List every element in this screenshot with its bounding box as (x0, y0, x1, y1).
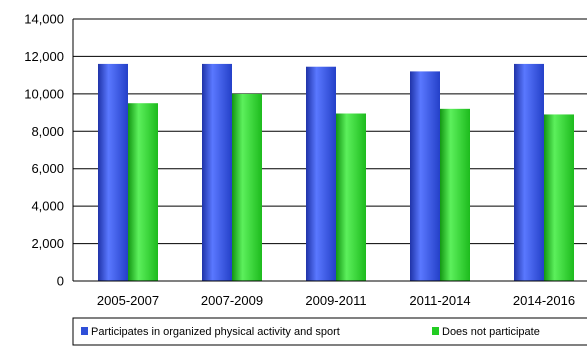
x-tick-label: 2011-2014 (409, 293, 470, 308)
bar-participates-2011-2014 (410, 71, 440, 282)
legend-label-participates: Participates in organized physical activ… (91, 326, 340, 338)
legend-box (72, 317, 587, 346)
legend-label-does-not-participate: Does not participate (442, 326, 540, 338)
legend-swatch-participates (81, 327, 88, 335)
y-tick-label: 0 (57, 274, 64, 289)
bar-participates-2007-2009 (202, 63, 232, 281)
bar-does-not-participate-2009-2011 (336, 113, 366, 281)
y-tick-label: 14,000 (24, 12, 64, 27)
bar-does-not-participate-2007-2009 (232, 93, 262, 281)
x-tick-label: 2014-2016 (513, 293, 575, 308)
legend-swatch-does-not-participate (432, 327, 439, 335)
y-tick-label: 6,000 (31, 161, 64, 176)
y-tick-label: 12,000 (24, 49, 64, 64)
x-tick-label: 2007-2009 (201, 293, 263, 308)
bars (98, 63, 574, 282)
x-tick-labels: 2005-2007 2007-2009 2009-2011 2011-2014 2014… (97, 293, 575, 308)
y-tick-label: 2,000 (31, 236, 64, 251)
y-tick-label: 4,000 (31, 199, 64, 214)
bar-participates-2009-2011 (306, 66, 336, 281)
x-tick-label: 2009-2011 (305, 293, 366, 308)
bar-participates-2005-2007 (98, 63, 128, 281)
axes (72, 19, 587, 282)
x-tick-label: 2005-2007 (97, 293, 159, 308)
bar-does-not-participate-2014-2016 (544, 114, 574, 281)
y-tick-label: 8,000 (31, 124, 64, 139)
bar-does-not-participate-2011-2014 (440, 108, 470, 281)
bar-does-not-participate-2005-2007 (128, 103, 158, 281)
bar-participates-2014-2016 (514, 63, 544, 281)
y-tick-label: 10,000 (24, 86, 64, 101)
y-tick-labels: 0 2,000 4,000 6,000 8,000 10,000 12,000 14,000 (24, 12, 64, 289)
legend: Participates in organized physical activ… (72, 317, 587, 346)
